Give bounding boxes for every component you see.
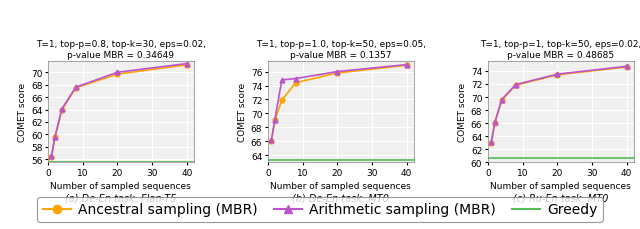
Legend: Ancestral sampling (MBR), Arithmetic sampling (MBR), Greedy: Ancestral sampling (MBR), Arithmetic sam… [37,197,603,222]
Y-axis label: COMET score: COMET score [458,83,467,142]
Text: (c) Ru-En task: MT0: (c) Ru-En task: MT0 [513,193,609,203]
Text: (b) De-En task: MT0: (b) De-En task: MT0 [292,193,389,203]
Y-axis label: COMET score: COMET score [237,83,246,142]
X-axis label: Number of sampled sequences: Number of sampled sequences [51,181,191,190]
X-axis label: Number of sampled sequences: Number of sampled sequences [271,181,411,190]
X-axis label: Number of sampled sequences: Number of sampled sequences [490,181,631,190]
Title: T=1, top-p=1, top-k=50, eps=0.02,
p-value MBR = 0.48685: T=1, top-p=1, top-k=50, eps=0.02, p-valu… [480,40,640,60]
Y-axis label: COMET score: COMET score [18,83,27,142]
Text: (a) De-En task: Flan-T5: (a) De-En task: Flan-T5 [65,193,177,203]
Title: T=1, top-p=0.8, top-k=30, eps=0.02,
p-value MBR = 0.34649: T=1, top-p=0.8, top-k=30, eps=0.02, p-va… [36,40,206,60]
Title: T=1, top-p=1.0, top-k=50, eps=0.05,
p-value MBR = 0.1357: T=1, top-p=1.0, top-k=50, eps=0.05, p-va… [256,40,426,60]
